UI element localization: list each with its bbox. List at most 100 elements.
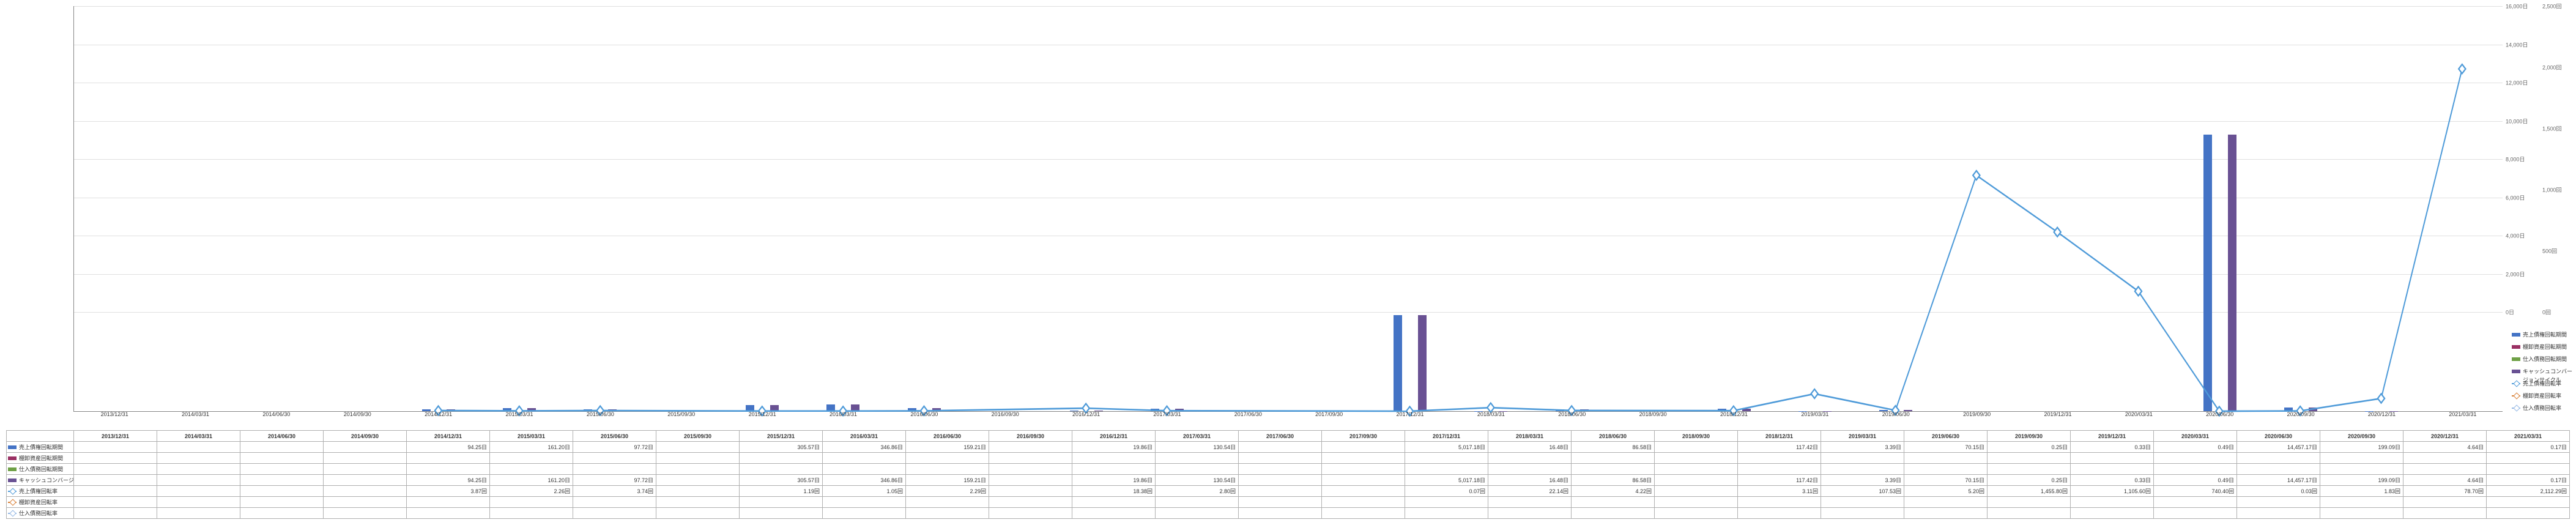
table-cell	[906, 497, 989, 508]
table-column-header: 2015/09/30	[656, 431, 740, 442]
x-axis-label: 2017/03/31	[1153, 411, 1181, 417]
legend-label: 棚卸資産回転期間	[2523, 344, 2567, 350]
x-axis-label: 2014/09/30	[344, 411, 371, 417]
x-axis-label: 2020/06/30	[2206, 411, 2233, 417]
table-cell: 0.25日	[1988, 475, 2071, 486]
table-cell	[2071, 508, 2154, 519]
table-cell: 0.49日	[2154, 442, 2237, 453]
table-cell	[407, 497, 490, 508]
table-column-header: 2020/03/31	[2154, 431, 2237, 442]
table-cell	[656, 497, 740, 508]
left-axis-label: 2,000日	[2506, 270, 2525, 278]
table-cell	[1405, 453, 1488, 464]
table-cell	[1572, 453, 1655, 464]
table-cell	[490, 497, 573, 508]
table-row: 売上債権回転率3.87回2.26回3.74回1.19回1.05回2.29回18.…	[7, 486, 2570, 497]
table-cell	[1156, 453, 1239, 464]
table-cell	[1988, 464, 2071, 475]
table-cell: 14,457.17日	[2237, 442, 2320, 453]
table-cell	[1239, 442, 1322, 453]
table-row: 仕入債務回転率	[7, 508, 2570, 519]
table-cell	[823, 508, 906, 519]
x-axis-label: 2020/09/30	[2287, 411, 2315, 417]
table-cell	[1322, 486, 1405, 497]
row-label: 売上債権回転率	[19, 488, 58, 494]
legend-label: 売上債権回転期間	[2523, 332, 2567, 338]
table-cell	[157, 442, 240, 453]
table-cell: 305.57日	[740, 475, 823, 486]
table-cell: 0.07回	[1405, 486, 1488, 497]
table-cell	[740, 453, 823, 464]
x-axis-label: 2019/06/30	[1882, 411, 1910, 417]
table-cell	[1239, 475, 1322, 486]
table-column-header: 2018/12/31	[1738, 431, 1821, 442]
table-cell	[1655, 497, 1738, 508]
row-header-cell: 棚卸資産回転期間	[7, 453, 74, 464]
x-axis-label: 2015/06/30	[587, 411, 614, 417]
table-cell	[1072, 497, 1156, 508]
table-cell: 5,017.18日	[1405, 475, 1488, 486]
table-cell: 97.72日	[573, 442, 656, 453]
table-cell	[2237, 464, 2320, 475]
table-cell	[1239, 497, 1322, 508]
table-cell	[656, 453, 740, 464]
table-cell	[2154, 464, 2237, 475]
line-line_uriage_saiken_ritsu	[924, 408, 1086, 411]
table-cell	[1239, 508, 1322, 519]
table-cell: 94.25日	[407, 475, 490, 486]
line-line_uriage_saiken_ritsu	[1814, 394, 1895, 411]
table-cell	[240, 453, 324, 464]
row-header-cell: 売上債権回転率	[7, 486, 74, 497]
table-cell	[906, 453, 989, 464]
marker-line_uriage_saiken_ritsu	[2054, 228, 2061, 237]
table-cell: 5.20回	[1904, 486, 1988, 497]
table-cell: 0.17日	[2487, 442, 2570, 453]
table-column-header: 2019/03/31	[1821, 431, 1904, 442]
data-table-area: 2013/12/312014/03/312014/06/302014/09/30…	[6, 430, 2570, 519]
x-axis-label: 2016/09/30	[992, 411, 1019, 417]
data-table: 2013/12/312014/03/312014/06/302014/09/30…	[6, 430, 2570, 519]
table-cell	[1738, 497, 1821, 508]
table-corner-cell	[7, 431, 74, 442]
table-cell	[74, 453, 157, 464]
table-cell	[573, 464, 656, 475]
table-cell: 161.20日	[490, 442, 573, 453]
table-cell: 740.40回	[2154, 486, 2237, 497]
table-cell	[240, 442, 324, 453]
table-cell: 199.09日	[2320, 475, 2403, 486]
x-axis-label: 2018/03/31	[1477, 411, 1505, 417]
table-cell	[989, 475, 1072, 486]
marker-line_uriage_saiken_ritsu	[1811, 389, 1818, 398]
table-cell: 3.39日	[1821, 442, 1904, 453]
table-cell	[823, 464, 906, 475]
table-column-header: 2018/09/30	[1655, 431, 1738, 442]
table-cell: 159.21日	[906, 442, 989, 453]
table-header-row: 2013/12/312014/03/312014/06/302014/09/30…	[7, 431, 2570, 442]
table-cell	[740, 464, 823, 475]
table-cell: 130.54日	[1156, 475, 1239, 486]
line-line_uriage_saiken_ritsu	[1734, 394, 1814, 411]
table-cell	[1821, 497, 1904, 508]
table-cell	[74, 497, 157, 508]
legend-item: 仕入債務回転期間	[2512, 355, 2573, 363]
table-cell	[240, 486, 324, 497]
table-cell: 5,017.18日	[1405, 442, 1488, 453]
table-column-header: 2019/09/30	[1988, 431, 2071, 442]
row-header-cell: 仕入債務回転期間	[7, 464, 74, 475]
right-axis-label: 500回	[2542, 247, 2557, 255]
legend-panel: 売上債権回転期間棚卸資産回転期間仕入債務回転期間キャッシュコンバージョンサイクル…	[2512, 330, 2573, 416]
legend-label: 仕入債務回転率	[2523, 405, 2561, 411]
table-cell	[1655, 475, 1738, 486]
table-row: 売上債権回転期間94.25日161.20日97.72日305.57日346.86…	[7, 442, 2570, 453]
table-cell: 0.33日	[2071, 442, 2154, 453]
table-cell	[2154, 508, 2237, 519]
table-cell: 305.57日	[740, 442, 823, 453]
table-cell: 18.38回	[1072, 486, 1156, 497]
x-axis-label: 2017/09/30	[1315, 411, 1343, 417]
marker-line_uriage_saiken_ritsu	[1973, 171, 1980, 180]
table-cell	[823, 497, 906, 508]
table-cell	[240, 475, 324, 486]
row-header-cell: キャッシュコンバージョンサイクル	[7, 475, 74, 486]
table-cell: 130.54日	[1156, 442, 1239, 453]
legend-swatch	[2512, 370, 2520, 373]
